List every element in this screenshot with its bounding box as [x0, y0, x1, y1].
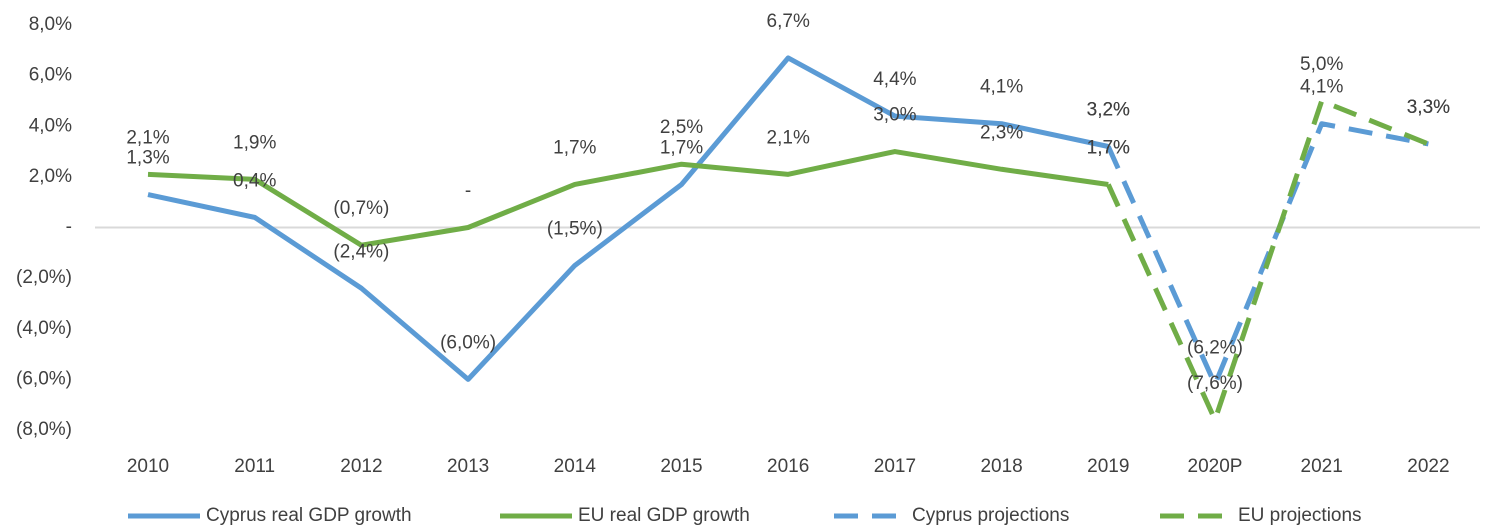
- data-label: (7,6%): [1187, 373, 1243, 394]
- data-label: 3,0%: [873, 105, 916, 126]
- x-tick-label: 2017: [874, 456, 916, 477]
- data-label: 1,7%: [1087, 137, 1130, 158]
- data-label: 3,3%: [1407, 97, 1450, 118]
- x-tick-label: 2014: [554, 456, 597, 477]
- data-label: (6,2%): [1187, 337, 1243, 358]
- data-label: 3,3%: [1407, 97, 1450, 118]
- x-tick-label: 2013: [447, 456, 489, 477]
- data-label: (1,5%): [547, 218, 603, 239]
- data-label: 3,2%: [1087, 100, 1130, 121]
- data-label: (6,0%): [440, 332, 496, 353]
- x-tick-label: 2010: [127, 456, 169, 477]
- x-tick-label: 2019: [1087, 456, 1129, 477]
- x-tick-label: 2016: [767, 456, 809, 477]
- y-tick-label: (6,0%): [16, 368, 72, 389]
- y-tick-label: (8,0%): [16, 419, 72, 440]
- data-label: 1,7%: [660, 137, 703, 158]
- series-line: [147, 55, 1109, 382]
- y-tick-label: -: [66, 217, 72, 238]
- x-tick-label: 2021: [1301, 456, 1343, 477]
- x-tick-label: 2020P: [1188, 456, 1243, 477]
- legend-label: EU projections: [1238, 505, 1362, 526]
- data-label: 1,9%: [233, 132, 276, 153]
- legend-label: Cyprus projections: [912, 505, 1069, 526]
- data-label: 1,7%: [1087, 137, 1130, 158]
- x-tick-label: 2011: [234, 456, 275, 477]
- data-label: -: [465, 181, 471, 202]
- data-label: 6,7%: [767, 11, 810, 32]
- data-label: 2,1%: [126, 127, 169, 148]
- data-label: 3,2%: [1087, 100, 1130, 121]
- y-tick-label: 6,0%: [29, 65, 72, 86]
- y-tick-label: 8,0%: [29, 14, 72, 35]
- data-label: 4,4%: [873, 69, 916, 90]
- x-tick-label: 2012: [340, 456, 382, 477]
- series-line: [147, 149, 1109, 248]
- legend-label: Cyprus real GDP growth: [206, 505, 412, 526]
- data-label: 1,3%: [126, 148, 169, 169]
- data-label: 1,7%: [553, 137, 596, 158]
- data-label: 0,4%: [233, 170, 276, 191]
- data-label: 2,3%: [980, 122, 1023, 143]
- data-label: (2,4%): [333, 241, 389, 262]
- y-tick-label: 2,0%: [29, 166, 72, 187]
- y-tick-label: 4,0%: [29, 115, 72, 136]
- data-label: 5,0%: [1300, 54, 1343, 75]
- y-tick-label: (4,0%): [16, 318, 72, 339]
- data-label: 4,1%: [1300, 77, 1343, 98]
- x-tick-label: 2018: [980, 456, 1022, 477]
- x-tick-label: 2015: [660, 456, 702, 477]
- data-label: 2,1%: [767, 127, 810, 148]
- x-tick-label: 2022: [1407, 456, 1449, 477]
- data-label: (0,7%): [333, 198, 389, 219]
- legend-label: EU real GDP growth: [578, 505, 750, 526]
- series-line: [1106, 98, 1430, 423]
- data-label: 4,1%: [980, 77, 1023, 98]
- data-label: 2,5%: [660, 117, 703, 138]
- y-tick-label: (2,0%): [16, 267, 72, 288]
